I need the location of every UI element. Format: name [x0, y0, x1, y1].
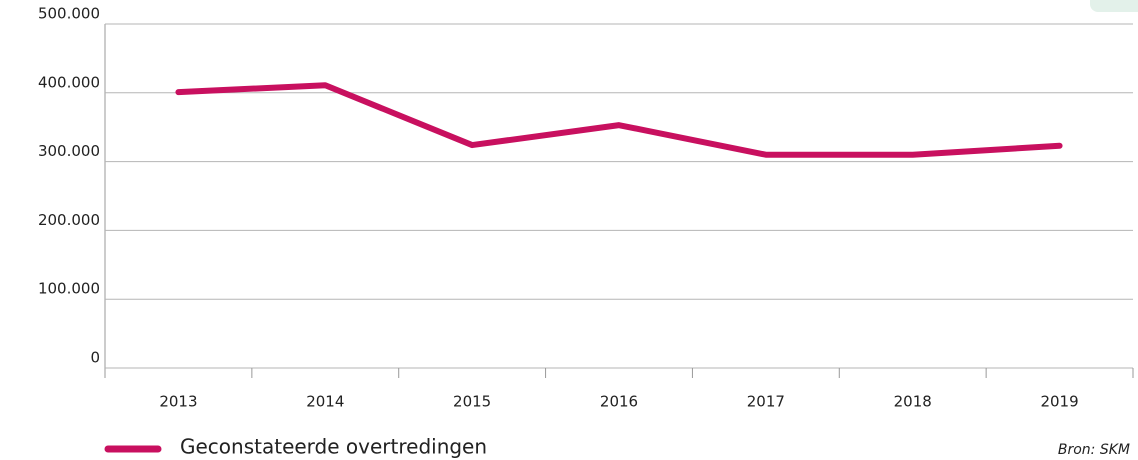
- x-tick-label: 2017: [747, 393, 785, 411]
- corner-badge: [1090, 0, 1138, 12]
- source-note: Bron: SKM: [1058, 442, 1130, 458]
- x-tick-label: 2014: [306, 393, 344, 411]
- y-tick-label: 300.000: [38, 142, 100, 160]
- data-line: [175, 82, 1063, 158]
- x-tick-label: 2013: [159, 393, 197, 411]
- y-tick-label: 100.000: [38, 280, 100, 298]
- y-tick-label: 500.000: [38, 5, 100, 23]
- y-tick-label: 0: [90, 349, 100, 367]
- x-tick-label: 2016: [600, 393, 638, 411]
- y-tick-label: 200.000: [38, 211, 100, 229]
- y-tick-label: 400.000: [38, 73, 100, 91]
- legend-label: Geconstateerde overtredingen: [180, 435, 487, 459]
- x-tick-label: 2015: [453, 393, 491, 411]
- x-tick-label: 2018: [894, 393, 932, 411]
- x-tick-label: 2019: [1040, 393, 1078, 411]
